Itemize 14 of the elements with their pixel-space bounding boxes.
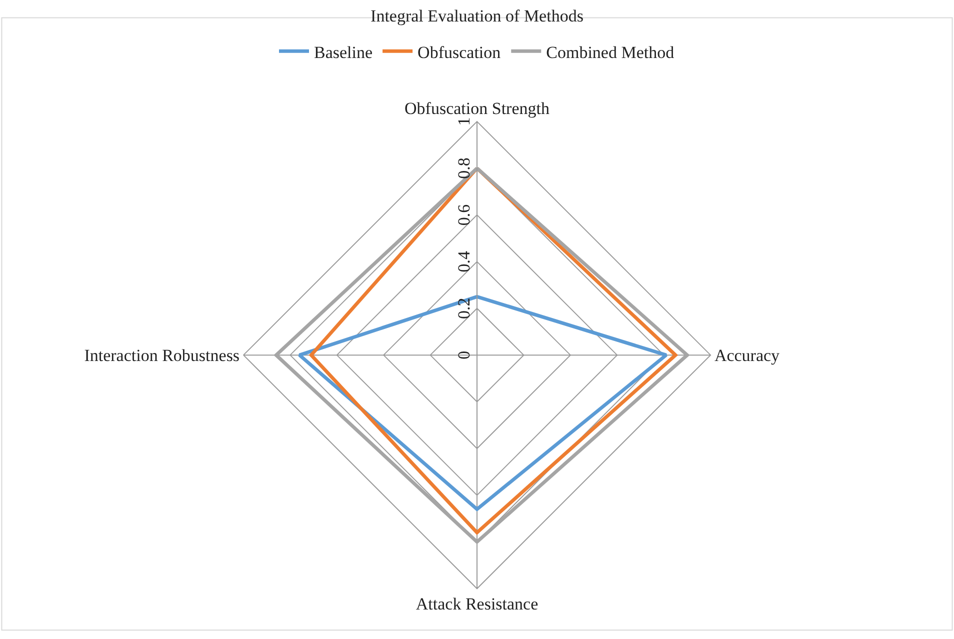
- y-tick-label: 0: [454, 350, 474, 360]
- y-tick-label: 0.6: [454, 204, 474, 226]
- y-tick-label: 1: [454, 117, 474, 126]
- legend-label: Combined Method: [546, 42, 675, 62]
- spoke-label: Interaction Robustness: [84, 346, 240, 366]
- legend-label: Baseline: [314, 42, 373, 62]
- spoke-label: Accuracy: [714, 346, 780, 366]
- y-tick-label: 0.4: [454, 250, 474, 272]
- y-tick-label: 0.2: [454, 298, 474, 319]
- legend-label: Obfuscation: [418, 42, 502, 62]
- chart-title: Integral Evaluation of Methods: [370, 6, 584, 26]
- spoke-label: Attack Resistance: [416, 594, 538, 614]
- y-tick-label: 0.8: [454, 158, 474, 179]
- spoke-label: Obfuscation Strength: [404, 99, 550, 118]
